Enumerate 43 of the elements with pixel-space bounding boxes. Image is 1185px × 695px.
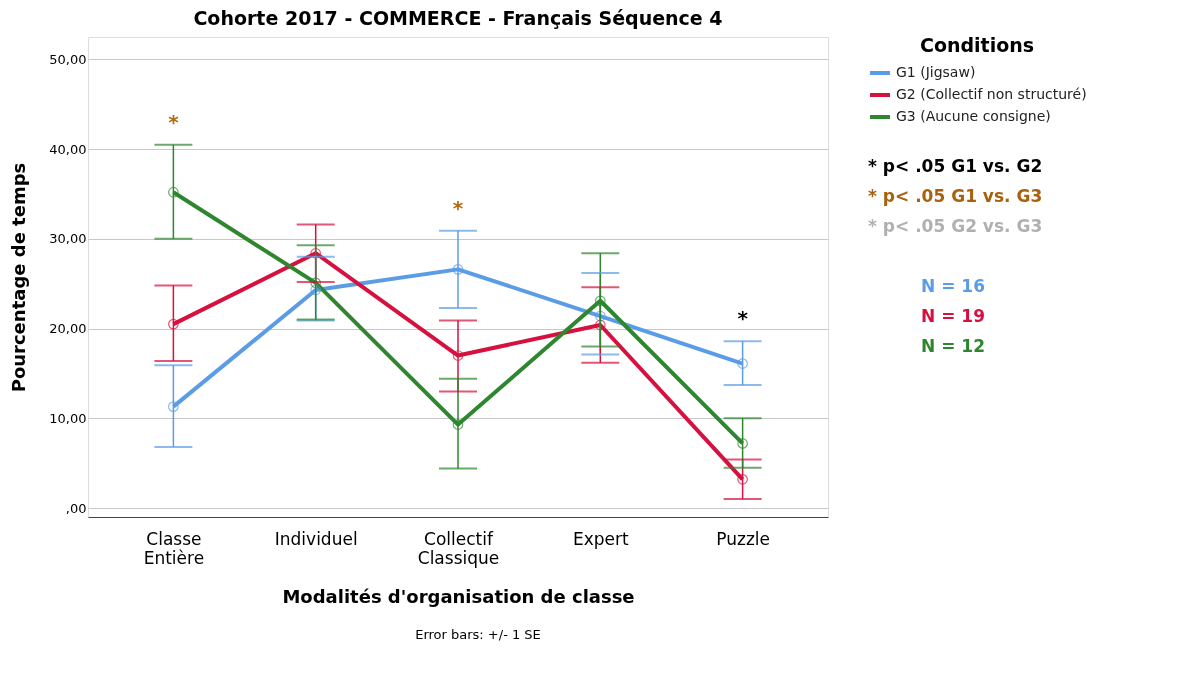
annotation: * <box>737 306 749 331</box>
point <box>310 247 322 259</box>
text: Error bars: +/- 1 SE <box>415 627 541 642</box>
y-tick-label: 30,00 <box>49 231 87 247</box>
point <box>310 284 322 296</box>
point <box>737 358 748 369</box>
point <box>594 310 606 322</box>
point <box>594 319 606 331</box>
point <box>452 264 464 275</box>
x-axis-title: Modalités d'organisation de classe <box>282 585 635 607</box>
point <box>452 419 464 430</box>
legend-label: G1 (Jigsaw) <box>896 64 976 80</box>
x-tick-label: Expert <box>572 528 629 549</box>
point <box>168 401 179 412</box>
y-tick-label: 40,00 <box>49 141 87 157</box>
text: N = 16 <box>921 276 985 296</box>
legend-label: G2 (Collectif non structuré) <box>896 86 1087 102</box>
text: * p< .05 G1 vs. G2 <box>868 156 1043 176</box>
point <box>737 438 748 449</box>
text: N = 12 <box>921 336 985 356</box>
y-tick-label: ,00 <box>65 500 87 516</box>
text: N = 19 <box>921 306 985 326</box>
point <box>168 186 179 198</box>
text: * p< .05 G1 vs. G3 <box>868 186 1043 206</box>
text: * p< .05 G2 vs. G3 <box>868 216 1043 236</box>
y-tick-label: 10,00 <box>49 410 87 426</box>
chart-title: Cohorte 2017 - COMMERCE - Français Séquence 4 <box>193 7 723 29</box>
x-tick-label: Collectif Classique <box>417 528 500 568</box>
legend-label: G3 (Aucune consigne) <box>896 108 1051 124</box>
legend-title: Conditions <box>919 34 1035 56</box>
point <box>737 473 748 485</box>
point <box>594 295 606 307</box>
point <box>452 350 464 361</box>
point <box>168 318 179 330</box>
x-tick-label: Individuel <box>274 528 358 549</box>
y-tick-label: 50,00 <box>49 51 87 67</box>
y-tick-label: 20,00 <box>49 321 87 337</box>
annotation: * <box>168 109 180 134</box>
x-tick-label: Puzzle <box>716 528 770 549</box>
y-axis-title: Pourcentage de temps <box>8 162 30 393</box>
point <box>310 277 322 289</box>
annotation: * <box>452 195 464 220</box>
x-tick-label: Classe Entière <box>143 528 205 568</box>
